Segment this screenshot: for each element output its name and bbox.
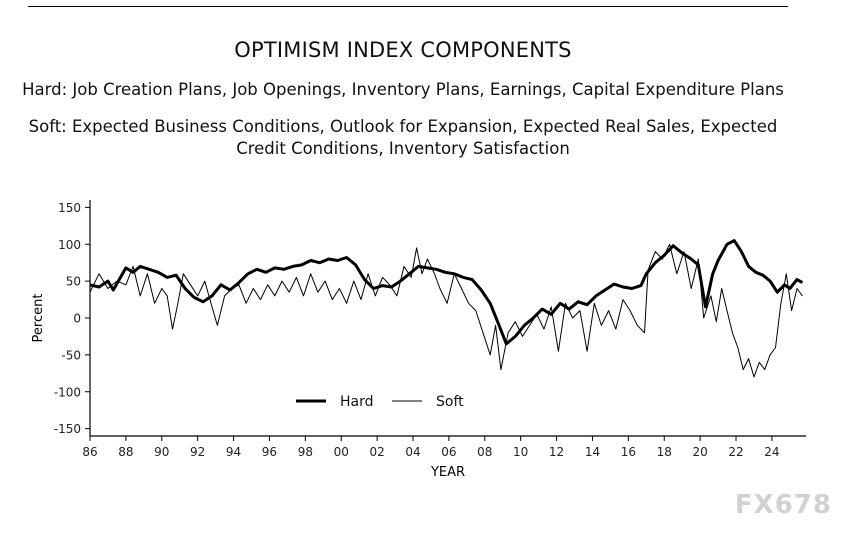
x-tick-label: 94: [226, 445, 241, 459]
soft-components-subtitle: Soft: Expected Business Conditions, Outl…: [0, 116, 806, 160]
x-tick-label: 16: [621, 445, 636, 459]
x-tick-label: 10: [513, 445, 528, 459]
soft-subtitle-line-1: Soft: Expected Business Conditions, Outl…: [28, 117, 778, 136]
y-tick-label: 50: [66, 275, 81, 289]
series-line-soft: [89, 243, 803, 378]
soft-subtitle-line-2: Credit Conditions, Inventory Satisfactio…: [236, 139, 570, 158]
x-tick-label: 90: [154, 445, 169, 459]
x-tick-label: 96: [262, 445, 277, 459]
x-tick-label: 04: [405, 445, 420, 459]
legend-label-soft: Soft: [436, 394, 464, 410]
hard-components-subtitle: Hard: Job Creation Plans, Job Openings, …: [22, 80, 784, 99]
x-tick-label: 98: [298, 445, 313, 459]
chart-legend: Hard Soft: [296, 394, 464, 410]
x-tick-label: 12: [549, 445, 564, 459]
x-axis-label: YEAR: [430, 465, 465, 480]
legend-label-hard: Hard: [340, 394, 374, 410]
y-tick-label: -50: [61, 348, 81, 362]
chart-title: OPTIMISM INDEX COMPONENTS: [234, 38, 572, 62]
x-tick-label: 22: [728, 445, 743, 459]
x-tick-label: 24: [764, 445, 779, 459]
series-line-hard: [89, 239, 804, 346]
chart-series: [89, 239, 804, 378]
x-tick-label: 02: [369, 445, 384, 459]
y-axis-label: Percent: [31, 294, 46, 343]
x-tick-label: 88: [118, 445, 133, 459]
y-tick-label: -150: [54, 422, 81, 436]
watermark: FX678: [734, 490, 832, 520]
x-tick-label: 00: [334, 445, 349, 459]
x-tick-label: 06: [441, 445, 456, 459]
x-tick-label: 86: [82, 445, 97, 459]
y-tick-label: -100: [54, 385, 81, 399]
x-tick-label: 92: [190, 445, 205, 459]
y-tick-label: 150: [58, 201, 81, 215]
y-tick-label: 0: [73, 312, 81, 326]
top-rule: [28, 6, 788, 7]
x-tick-label: 20: [692, 445, 707, 459]
x-tick-label: 18: [657, 445, 672, 459]
y-tick-label: 100: [58, 238, 81, 252]
x-tick-label: 14: [585, 445, 600, 459]
x-tick-label: 08: [477, 445, 492, 459]
